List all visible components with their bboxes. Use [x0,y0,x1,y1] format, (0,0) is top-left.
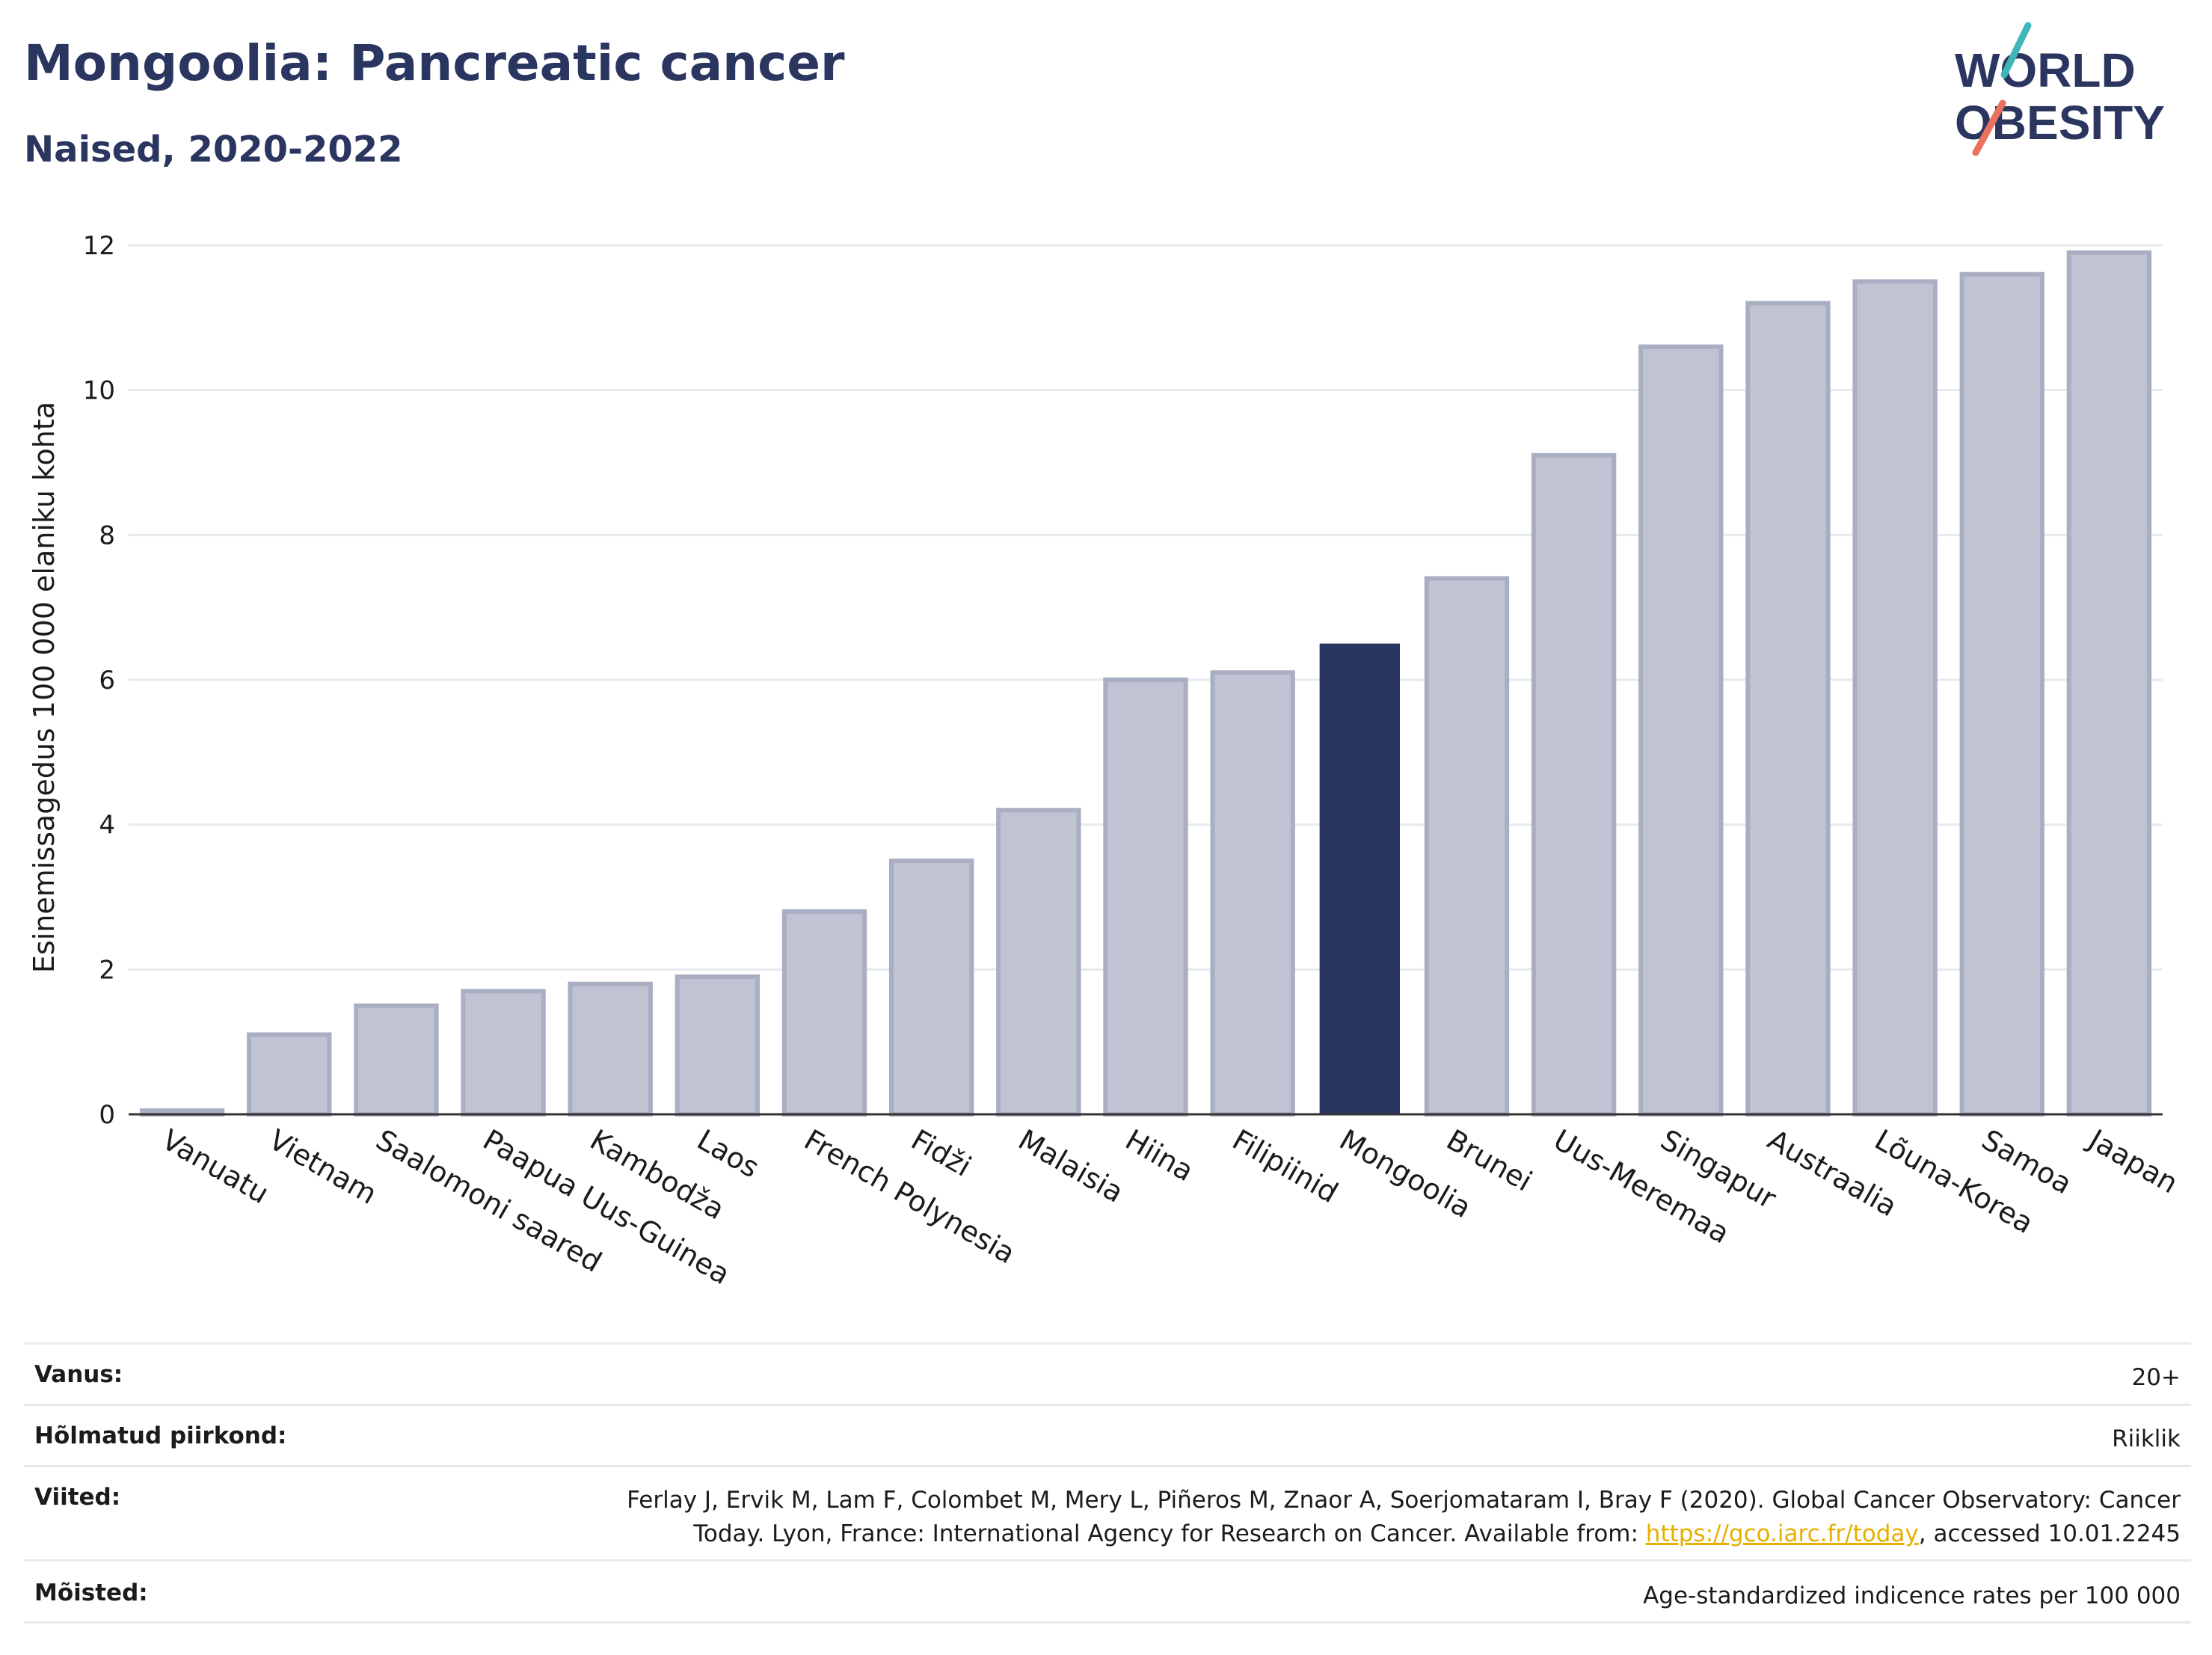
references-value: Ferlay J, Ervik M, Lam F, Colombet M, Me… [627,1484,2191,1551]
age-label: Vanus: [34,1361,123,1388]
bar [675,974,761,1117]
definitions-value: Age-standardized indicence rates per 100… [1643,1582,2181,1609]
chart-subtitle: Naised, 2020-2022 [24,129,403,171]
bar [1959,271,2044,1117]
chart-title: Mongoolia: Pancreatic cancer [24,34,845,92]
bar [1638,344,1724,1117]
x-tick-label: Fidži [906,1123,977,1183]
bar [247,1032,332,1117]
bar [354,1003,439,1117]
references-line-1: Ferlay J, Ervik M, Lam F, Colombet M, Me… [627,1487,2181,1514]
references-line-2-suffix: , accessed 10.01.2245 [1918,1520,2181,1547]
bar [1745,301,1831,1117]
bar [1852,279,1938,1117]
references-label: Viited: [34,1484,121,1511]
x-tick-label: Laos [692,1123,765,1185]
y-tick-label: 8 [99,521,115,550]
info-table: Vanus: 20+ Hõlmatud piirkond: Riiklik Vi… [24,1342,2191,1624]
age-value: 20+ [2131,1364,2181,1391]
world-obesity-logo: WORLD OBESITY [1955,22,2165,156]
x-tick-label: Hiina [1120,1123,1199,1188]
references-line-2: Today. Lyon, France: International Agenc… [627,1517,2181,1551]
bar [1424,576,1510,1117]
bar [996,808,1081,1117]
references-line-2-prefix: Today. Lyon, France: International Agenc… [693,1520,1646,1547]
y-tick-label: 0 [99,1100,115,1130]
references-link[interactable]: https://gco.iarc.fr/today [1645,1520,1919,1547]
bar [781,909,867,1117]
definitions-label: Mõisted: [34,1579,148,1606]
x-tick-label: Malaisia [1013,1123,1128,1209]
x-tick-label: Vanuatu [156,1123,274,1210]
x-tick-label: Jaapan [2082,1123,2184,1200]
y-tick-label: 12 [83,231,115,261]
info-row-references: Viited: Ferlay J, Ervik M, Lam F, Colomb… [24,1465,2191,1559]
coverage-label: Hõlmatud piirkond: [34,1422,287,1449]
bar [461,989,546,1117]
y-tick-label: 4 [99,811,115,841]
bar [889,859,974,1117]
bar [1103,678,1188,1117]
bar-chart: 0 2 4 6 8 10 12 Esinemissagedus 100 000 elaniku… [28,231,2184,1291]
info-row-definitions: Mõisted: Age-standardized indicence rate… [24,1559,2191,1624]
coverage-value: Riiklik [2112,1425,2181,1452]
bar [1210,670,1295,1117]
y-tick-label: 2 [99,955,115,985]
bar [1319,643,1400,1114]
logo-line-1: WORLD [1955,43,2136,97]
info-row-age: Vanus: 20+ [24,1342,2191,1404]
y-tick-label: 6 [99,666,115,696]
x-tick-label: Uus-Meremaa [1548,1123,1735,1250]
x-tick-label: Vietnam [263,1123,382,1211]
x-tick-label: Filipiinid [1227,1123,1344,1209]
logo-slash-bottom [1972,99,2006,156]
bar [2066,250,2152,1117]
logo-slash-top [2000,22,2032,79]
bar [1531,452,1617,1117]
y-axis-label: Esinemissagedus 100 000 elaniku kohta [28,402,61,973]
bar [568,981,653,1117]
y-tick-label: 10 [83,376,115,406]
info-row-coverage: Hõlmatud piirkond: Riiklik [24,1404,2191,1465]
